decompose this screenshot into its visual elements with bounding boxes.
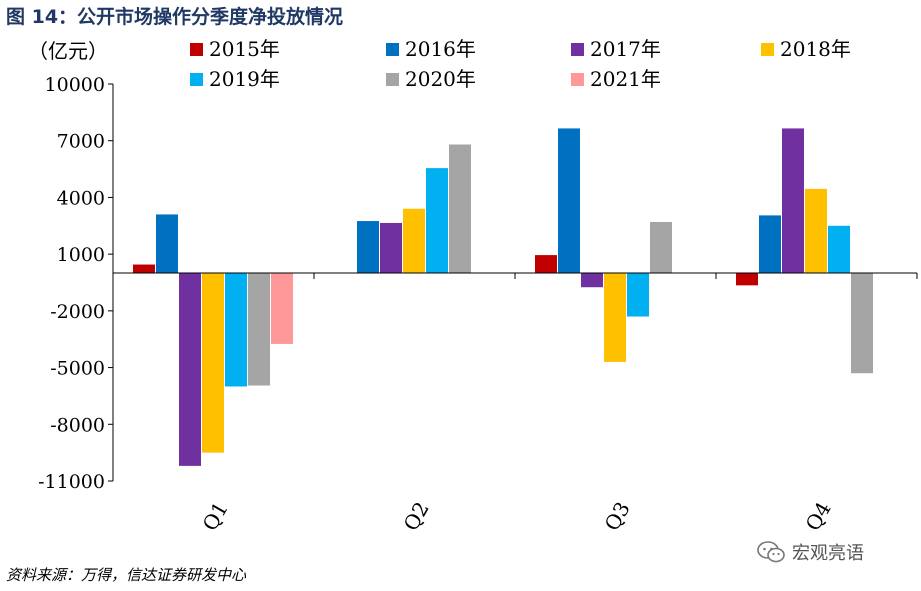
- wechat-watermark: 宏观亮语: [756, 539, 864, 565]
- legend-label: 2017年: [590, 37, 661, 61]
- legend-label: 2015年: [209, 37, 280, 61]
- y-tick-label: 7000: [57, 131, 105, 153]
- bar-q2-2017: [380, 222, 402, 274]
- x-axis-labels: Q1 Q2 Q3 Q4: [198, 498, 836, 535]
- bar-q4-2017: [782, 128, 804, 274]
- legend-swatch: [190, 43, 203, 56]
- legend-label: 2018年: [780, 37, 851, 61]
- bar-q3-2020: [650, 222, 672, 274]
- y-tick-label: -11000: [38, 471, 105, 493]
- legend-swatch: [571, 43, 584, 56]
- y-tick-label: 4000: [57, 187, 105, 209]
- y-axis-label: （亿元）: [28, 39, 108, 63]
- legend-label: 2019年: [209, 67, 280, 91]
- bar-q1-2021: [271, 273, 293, 344]
- legend-label: 2020年: [405, 67, 476, 91]
- legend-swatch: [190, 73, 203, 86]
- bar-q1-2015: [133, 264, 155, 274]
- y-tick-label: -2000: [50, 301, 105, 323]
- x-tick-label: Q1: [198, 498, 233, 535]
- bar-q3-2017: [581, 273, 603, 288]
- bar-q3-2015: [535, 255, 557, 274]
- legend-swatch: [571, 73, 584, 86]
- y-tick-label: -5000: [50, 358, 105, 380]
- bar-q3-2016: [558, 128, 580, 274]
- bar-q3-2018: [604, 273, 626, 362]
- bar-q2-2018: [403, 208, 425, 274]
- bar-q1-2019: [225, 273, 247, 387]
- x-tick-label: Q2: [399, 498, 434, 535]
- bar-series: [133, 128, 873, 466]
- legend-label: 2021年: [590, 67, 661, 91]
- bar-q1-2020: [248, 273, 270, 386]
- bar-q2-2019: [426, 168, 448, 274]
- x-axis-ticks: [313, 273, 918, 280]
- y-tick-label: -8000: [50, 414, 105, 436]
- bar-q4-2020: [851, 273, 873, 374]
- legend-swatch: [386, 43, 399, 56]
- y-tick-label: 10000: [45, 74, 105, 96]
- bar-q2-2016: [357, 221, 379, 274]
- bar-q3-2019: [627, 273, 649, 317]
- bar-q1-2018: [202, 273, 224, 453]
- legend-swatch: [386, 73, 399, 86]
- wechat-icon: [757, 541, 785, 563]
- bar-q1-2017: [179, 273, 201, 466]
- y-axis-ticks: 10000 7000 4000 1000 -2000 -5000 -8000 -11000: [38, 74, 113, 493]
- x-tick-label: Q4: [801, 498, 836, 535]
- chart-legend: 2015年 2016年 2017年 2018年 2019年 2020年 2021年: [190, 37, 851, 91]
- bar-q4-2019: [828, 225, 850, 274]
- bar-q4-2016: [759, 215, 781, 274]
- bar-q1-2016: [156, 214, 178, 274]
- x-tick-label: Q3: [600, 498, 635, 535]
- watermark-label: 宏观亮语: [792, 543, 864, 564]
- figure-title: 图 14：公开市场操作分季度净投放情况: [6, 6, 344, 28]
- legend-label: 2016年: [405, 37, 476, 61]
- legend-swatch: [761, 43, 774, 56]
- source-note: 资料来源：万得，信达证券研发中心: [6, 566, 247, 584]
- bar-q2-2020: [449, 144, 471, 274]
- bar-q4-2015: [736, 273, 758, 286]
- bar-q4-2018: [805, 188, 827, 274]
- y-tick-label: 1000: [57, 244, 105, 266]
